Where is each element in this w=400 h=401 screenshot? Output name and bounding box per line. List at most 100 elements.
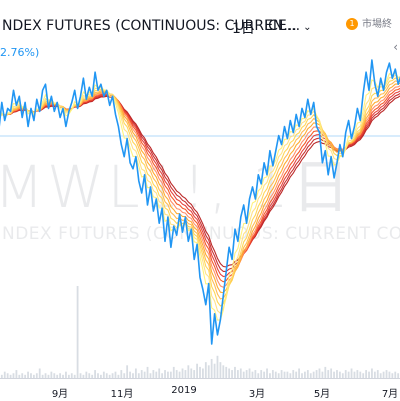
volume-bar xyxy=(56,374,59,378)
volume-bar xyxy=(338,371,341,378)
exchange-label[interactable]: ICE... ⌄ xyxy=(264,18,312,34)
volume-bar xyxy=(181,368,184,378)
volume-bar xyxy=(178,371,181,378)
volume-bar xyxy=(35,373,38,378)
volume-bar xyxy=(245,370,248,378)
volume-bar xyxy=(318,368,321,378)
volume-bar xyxy=(108,374,111,378)
x-tick-label: 9月 xyxy=(51,389,69,400)
volume-bar xyxy=(388,371,391,378)
price-change: 2.76%) xyxy=(0,46,40,59)
notification-badge: 1 xyxy=(346,18,358,30)
volume-bar xyxy=(286,371,289,378)
volume-bar xyxy=(167,371,169,378)
volume-bar xyxy=(207,365,210,378)
volume-bar xyxy=(242,371,245,378)
volume-bar xyxy=(30,373,32,378)
x-tick-label: 2019 xyxy=(171,385,197,396)
volume-bar xyxy=(216,355,219,378)
exchange-text: ICE... xyxy=(264,18,301,34)
volume-bar xyxy=(15,370,18,378)
interval-label[interactable]: 1日 xyxy=(232,21,255,37)
volume-bar xyxy=(143,371,146,378)
volume-bar xyxy=(295,371,298,378)
time-axis[interactable]: 9月 11月 2019 3月 5月 7月 xyxy=(0,378,400,401)
price-line xyxy=(0,59,400,345)
volume-bar xyxy=(213,363,216,378)
volume-bar xyxy=(298,368,300,378)
volume-bar xyxy=(18,374,21,378)
volume-bar xyxy=(27,371,29,378)
volume-bar xyxy=(73,374,76,378)
symbol-title[interactable]: NDEX FUTURES (CONTINUOUS: CURREN... xyxy=(2,18,297,34)
volume-bar xyxy=(315,370,318,378)
market-status[interactable]: 1 市場終 xyxy=(346,15,392,30)
volume-bar xyxy=(309,373,312,378)
volume-bar xyxy=(222,365,225,378)
volume-bar xyxy=(24,374,27,378)
volume-bar xyxy=(82,374,85,378)
x-tick-label: 7月 xyxy=(381,389,399,400)
volume-bar xyxy=(120,370,123,378)
volume-bar xyxy=(239,368,242,378)
x-tick-label: 5月 xyxy=(313,389,331,400)
volume-bar xyxy=(254,370,257,378)
volume-bar xyxy=(219,362,222,378)
moving-average-line xyxy=(0,74,400,315)
volume-bar xyxy=(292,370,295,378)
volume-bar xyxy=(336,370,338,378)
volume-bar xyxy=(330,368,333,378)
volume-bar xyxy=(70,373,73,378)
market-status-label: 市場終 xyxy=(362,19,392,30)
moving-average-line xyxy=(0,82,400,294)
volume-bar xyxy=(321,371,324,378)
volume-bar xyxy=(347,371,350,378)
volume-bar xyxy=(333,371,335,378)
volume-bar xyxy=(251,371,254,378)
volume-bar xyxy=(190,368,193,378)
volume-bar xyxy=(234,366,236,378)
volume-bar xyxy=(91,374,94,378)
volume-bar xyxy=(327,370,330,378)
collapse-chevron-icon[interactable]: ‹ xyxy=(393,40,398,54)
volume-bar xyxy=(111,373,114,378)
volume-bar xyxy=(344,370,347,378)
volume-bar xyxy=(41,374,44,378)
volume-bar xyxy=(105,373,108,378)
volume-bar xyxy=(88,373,91,378)
volume-bar xyxy=(47,374,50,378)
volume-bar xyxy=(3,371,6,378)
volume-bar xyxy=(204,362,207,378)
volume-bar xyxy=(94,370,96,378)
volume-bar xyxy=(97,373,99,378)
volume-bar xyxy=(161,373,164,378)
volume-bar xyxy=(373,371,376,378)
volume-bar xyxy=(365,370,368,378)
volume-bar xyxy=(280,370,283,378)
volume-bar xyxy=(59,373,62,378)
moving-average-line xyxy=(0,80,400,300)
volume-bar xyxy=(187,365,190,378)
volume-bar xyxy=(146,366,149,378)
volume-bar xyxy=(324,366,327,378)
volume-bar xyxy=(152,370,155,378)
volume-bar xyxy=(196,363,198,378)
volume-bar xyxy=(301,373,303,378)
volume-bar xyxy=(38,368,41,378)
chart-header: NDEX FUTURES (CONTINUOUS: CURREN... 1日 I… xyxy=(0,10,400,59)
volume-bar xyxy=(368,371,370,378)
volume-bar xyxy=(394,371,397,378)
volume-bar xyxy=(44,373,47,378)
volume-bar xyxy=(236,370,239,378)
volume-bar xyxy=(12,373,15,378)
volume-bar xyxy=(6,373,9,378)
volume-bar xyxy=(257,373,260,378)
chevron-down-icon: ⌄ xyxy=(303,22,312,33)
volume-bar xyxy=(289,373,292,378)
chart-area[interactable]: MWL1!, 1日 NDEX FUTURES (CONTINUOUS: CURR… xyxy=(0,0,400,378)
price-chart[interactable] xyxy=(0,0,400,378)
volume-bar xyxy=(304,371,306,378)
volume-bar xyxy=(137,373,140,378)
volume-bar xyxy=(76,286,79,378)
volume-bar xyxy=(341,373,344,378)
